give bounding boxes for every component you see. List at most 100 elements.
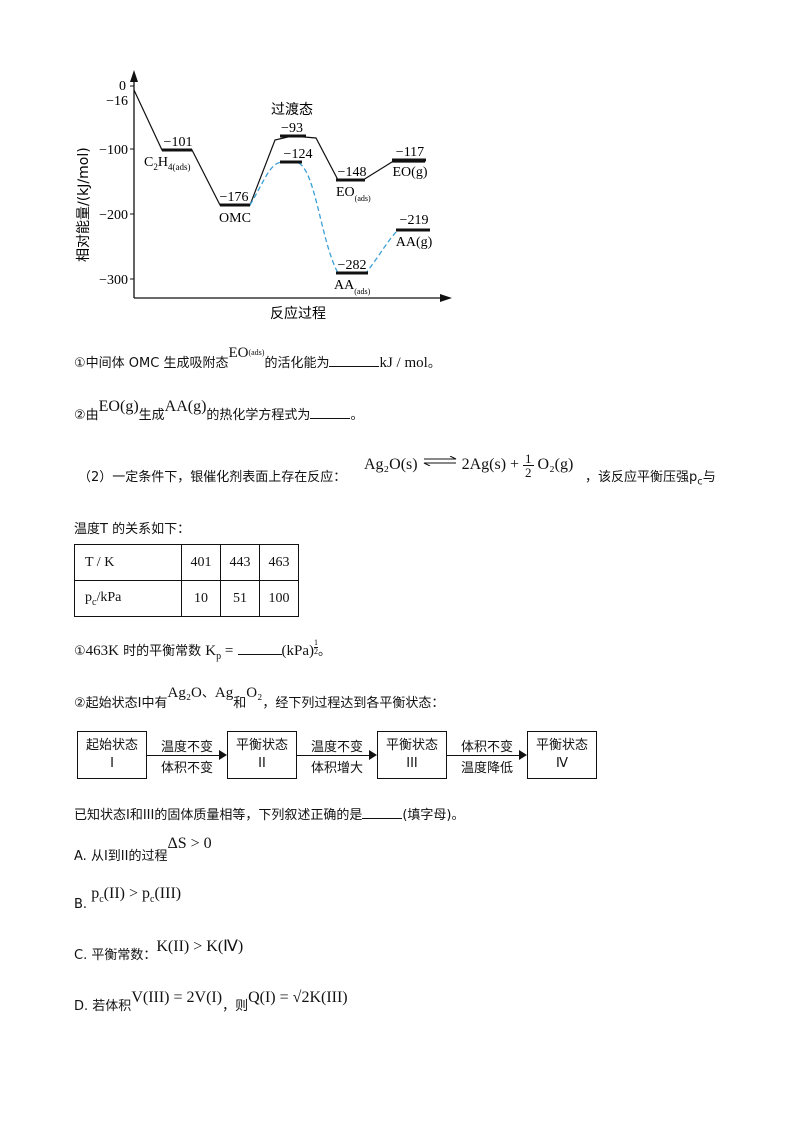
option-b-label: B. xyxy=(74,897,88,912)
value-124: −124 xyxy=(284,147,313,162)
table-cell: 401 xyxy=(181,544,221,581)
state-box-4: 平衡状态 Ⅳ xyxy=(527,731,597,779)
option-c-text: 平衡常数： xyxy=(91,948,157,963)
value-117: −117 xyxy=(396,145,424,160)
table-cell: 51 xyxy=(220,580,260,617)
equation-left: Ag₂O(s) xyxy=(364,456,418,474)
q3-prefix: ① xyxy=(74,644,86,659)
option-b-m2: (II) > p xyxy=(103,885,150,902)
q3-mid: 时的平衡常数 xyxy=(123,644,202,659)
option-d-math2: Q(I) = √2K(III) xyxy=(248,989,348,1006)
option-a-math: ΔS > 0 xyxy=(167,835,212,852)
option-d-mid: ，则 xyxy=(222,999,249,1014)
equation-fraction: 1 2 xyxy=(523,452,534,479)
q4-sep: 、 xyxy=(201,686,215,701)
q4-suffix: ，经下列过程达到各平衡状态： xyxy=(262,696,445,711)
q1-unit: kJ / mol xyxy=(379,355,428,371)
option-b-m3: (III) xyxy=(154,885,182,902)
option-c-label: C. xyxy=(74,948,88,963)
value-219: −219 xyxy=(400,213,429,228)
part2-tail: ，该反应平衡压强p xyxy=(585,470,698,485)
part2-intro-text: （2）一定条件下，银催化剂表面上存在反应： xyxy=(78,470,347,485)
process-arrow-2: 温度不变 体积增大 xyxy=(297,732,377,778)
question-1: ①中间体 OMC 生成吸附态EO(ads)的活化能为 kJ / mol。 xyxy=(74,345,441,373)
value-282: −282 xyxy=(338,258,367,273)
part-2-tail: ，该反应平衡压强pc与 xyxy=(585,466,716,488)
q3-exp-num: 1 xyxy=(314,638,318,648)
option-d-label: D. xyxy=(74,999,89,1014)
q2-end: 。 xyxy=(350,408,364,423)
table-cell: T / K xyxy=(74,544,182,581)
y-tick-0: 0 xyxy=(119,79,126,94)
q2-reactant: EO(g) xyxy=(98,398,139,415)
option-b[interactable]: B. pc(II) > pc(III) xyxy=(74,885,181,915)
state-4-line2: Ⅳ xyxy=(556,756,568,771)
option-c[interactable]: C. 平衡常数：K(II) > K(Ⅳ) xyxy=(74,938,243,964)
q3-eq: = xyxy=(224,643,234,659)
part2-tail-sub: c xyxy=(697,476,703,488)
frac-num: 1 xyxy=(523,451,534,466)
q1-blank[interactable] xyxy=(329,366,380,367)
q2-blank[interactable] xyxy=(310,418,351,419)
q1-mid: 的活化能为 xyxy=(264,356,330,371)
option-b-s2: c xyxy=(150,894,155,906)
species-aa-ads: AA(ads) xyxy=(334,278,371,296)
q2-prefix: ②由 xyxy=(74,408,99,423)
q2-suffix: 的热化学方程式为 xyxy=(206,408,311,423)
species-c2h4: C2H4(ads) xyxy=(144,155,190,172)
energy-profile-diagram: 0 −16 −100 −200 −300 相对能量/(kJ/mol) 反应过程 … xyxy=(76,70,452,322)
option-c-math: K(II) > K(Ⅳ) xyxy=(156,938,244,955)
option-d-math1: V(III) = 2V(I) xyxy=(131,989,223,1006)
table-cell: 10 xyxy=(181,580,221,617)
option-a[interactable]: A. 从I到II的过程ΔS > 0 xyxy=(74,835,212,865)
option-a-text: 从I到II的过程 xyxy=(90,849,168,864)
q1-end: 。 xyxy=(427,356,441,371)
value-148: −148 xyxy=(338,165,367,180)
part2-tail-end: 与 xyxy=(702,470,716,485)
arrow-1-bottom: 体积不变 xyxy=(160,761,213,776)
species-aa-g: AA(g) xyxy=(396,235,433,250)
table-cell: 463 xyxy=(259,544,299,581)
state-1-line2: I xyxy=(110,756,114,771)
q3-temp: 463K xyxy=(85,643,119,659)
x-axis-arrow xyxy=(440,294,452,302)
equation-right-a: 2Ag(s) + xyxy=(461,456,520,474)
equilibrium-arrow xyxy=(422,453,458,471)
part-2-line2: 温度T 的关系如下： xyxy=(74,518,190,537)
q4-s1: Ag₂O xyxy=(167,685,202,701)
state-2-line1: 平衡状态 xyxy=(235,738,288,753)
transition-state-label: 过渡态 xyxy=(271,102,313,118)
arrow-3-bottom: 温度降低 xyxy=(460,761,513,776)
row2-label: p xyxy=(85,589,92,605)
y-tick-100: −100 xyxy=(99,143,128,158)
q3-blank[interactable] xyxy=(237,654,282,655)
q5-text: 已知状态I和III的固体质量相等，下列叙述正确的是 xyxy=(74,808,363,823)
question-4: ②起始状态I中有Ag₂O、Ag和O₂，经下列过程达到各平衡状态： xyxy=(74,685,445,712)
option-d[interactable]: D. 若体积V(III) = 2V(I)，则Q(I) = √2K(III) xyxy=(74,989,348,1015)
table-row: T / K 401 443 463 xyxy=(74,544,299,581)
state-box-2: 平衡状态 II xyxy=(227,731,297,779)
value-93: −93 xyxy=(281,121,303,136)
q4-s2: Ag xyxy=(214,685,234,701)
dashed-reaction-path xyxy=(249,161,430,274)
value-176: −176 xyxy=(220,190,249,205)
table-row: pc/kPa 10 51 100 xyxy=(74,580,299,617)
question-5: 已知状态I和III的固体质量相等，下列叙述正确的是 (填字母)。 xyxy=(74,804,465,823)
q2-mid: 生成 xyxy=(138,408,165,423)
x-axis-label: 反应过程 xyxy=(270,305,326,322)
part-2-intro: （2）一定条件下，银催化剂表面上存在反应： xyxy=(78,466,346,485)
part-2-equation: Ag₂O(s) 2Ag(s) + 1 2 O₂(g) xyxy=(364,452,573,479)
state-box-1: 起始状态 I xyxy=(77,731,147,779)
species-omc: OMC xyxy=(219,211,251,226)
frac-den: 2 xyxy=(525,465,532,480)
y-tick-16: −16 xyxy=(106,94,128,109)
option-a-label: A. xyxy=(74,849,87,864)
part2-line2: 温度T 的关系如下： xyxy=(74,522,191,537)
q3-K: K xyxy=(205,643,217,659)
arrow-3-top: 体积不变 xyxy=(460,740,513,755)
q3-unit: (kPa) xyxy=(281,643,315,659)
y-axis-label: 相对能量/(kJ/mol) xyxy=(76,147,92,262)
q5-blank[interactable] xyxy=(362,818,403,819)
q1-species-sub: (ads) xyxy=(248,348,265,357)
